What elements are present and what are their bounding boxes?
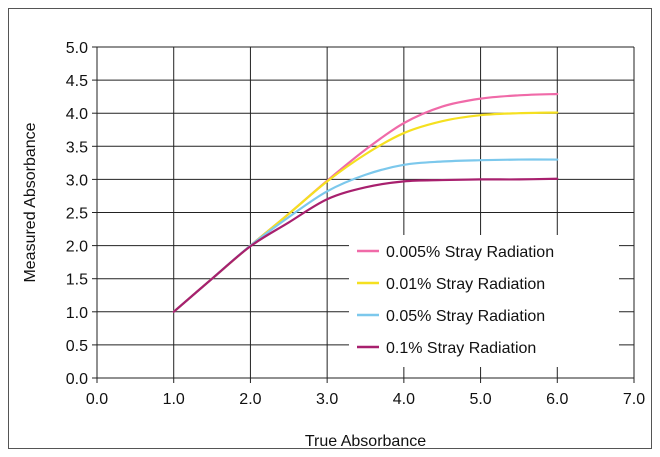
y-tick-label: 1.5 xyxy=(66,272,88,289)
legend-label-2: 0.01% Stray Radiation xyxy=(386,276,545,293)
legend-label-1: 0.005% Stray Radiation xyxy=(386,244,554,261)
x-tick-label: 6.0 xyxy=(546,391,568,408)
y-tick-label: 0.5 xyxy=(66,338,88,355)
legend-label-4: 0.1% Stray Radiation xyxy=(386,340,536,357)
y-tick-label: 1.0 xyxy=(66,305,88,322)
tick-labels: 0.0 0.5 1.0 1.5 2.0 2.5 3.0 3.5 4.0 4.5 5.0 0.0 1.0 2… xyxy=(66,40,645,408)
legend-label-3: 0.05% Stray Radiation xyxy=(386,308,545,325)
y-tick-label: 3.0 xyxy=(66,172,88,189)
series-line-4 xyxy=(172,177,559,313)
x-tick-label: 7.0 xyxy=(623,391,645,408)
y-tick-label: 2.5 xyxy=(66,206,88,223)
y-tick-label: 3.5 xyxy=(66,139,88,156)
chart-frame: 0.0 0.5 1.0 1.5 2.0 2.5 3.0 3.5 4.0 4.5 5.0 0.0 1.0 2… xyxy=(8,8,652,450)
y-tick-label: 4.5 xyxy=(66,73,88,90)
x-tick-label: 0.0 xyxy=(86,391,108,408)
y-axis-title: Measured Absorbance xyxy=(22,122,39,282)
y-tick-label: 4.0 xyxy=(66,106,88,123)
legend-background xyxy=(349,235,619,367)
legend: 0.005% Stray Radiation 0.01% Stray Radiat… xyxy=(349,235,619,367)
x-tick-label: 2.0 xyxy=(239,391,261,408)
x-axis-title: True Absorbance xyxy=(305,433,426,450)
x-tick-label: 3.0 xyxy=(316,391,338,408)
y-tick-label: 0.0 xyxy=(66,371,88,388)
x-tick-label: 1.0 xyxy=(163,391,185,408)
x-tick-label: 4.0 xyxy=(393,391,415,408)
y-tick-label: 2.0 xyxy=(66,239,88,256)
x-tick-label: 5.0 xyxy=(469,391,491,408)
series-layer xyxy=(172,92,559,313)
y-tick-label: 5.0 xyxy=(66,40,88,57)
chart: 0.0 0.5 1.0 1.5 2.0 2.5 3.0 3.5 4.0 4.5 5.0 0.0 1.0 2… xyxy=(22,40,645,450)
